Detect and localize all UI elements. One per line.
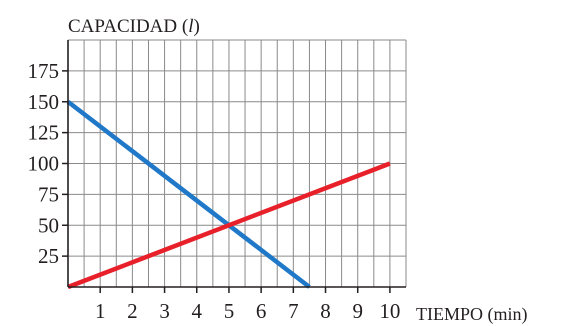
- series-lines: [66, 99, 391, 290]
- y-tick-label: 150: [28, 90, 60, 114]
- y-tick-label: 75: [38, 182, 59, 206]
- series-line-2: [67, 161, 391, 290]
- y-tick-label: 25: [38, 244, 59, 268]
- x-tick-label: 2: [127, 299, 138, 323]
- grid-lines: [68, 39, 407, 287]
- y-tick-label: 125: [28, 121, 60, 145]
- x-tick-label: 5: [224, 299, 235, 323]
- y-tick-labels: 25 50 75 100 125 150 175: [28, 59, 60, 268]
- x-axis-title: TIEMPO (min): [416, 304, 528, 325]
- x-tick-label: 3: [159, 299, 170, 323]
- x-tick-labels: 1 2 3 4 5 6 7 8 9 10: [95, 299, 400, 323]
- y-tick-label: 50: [38, 213, 59, 237]
- x-tick-label: 9: [352, 299, 363, 323]
- x-tick-label: 10: [379, 299, 400, 323]
- x-tick-label: 8: [320, 299, 331, 323]
- y-axis-title: CAPACIDAD (l): [68, 16, 200, 37]
- x-tick-label: 4: [192, 299, 203, 323]
- axes: [62, 40, 406, 293]
- x-tick-label: 7: [288, 299, 299, 323]
- y-tick-label: 100: [28, 152, 60, 176]
- series-line-1: [66, 99, 311, 289]
- y-tick-label: 175: [28, 59, 60, 83]
- x-tick-label: 1: [95, 299, 106, 323]
- x-tick-label: 6: [256, 299, 267, 323]
